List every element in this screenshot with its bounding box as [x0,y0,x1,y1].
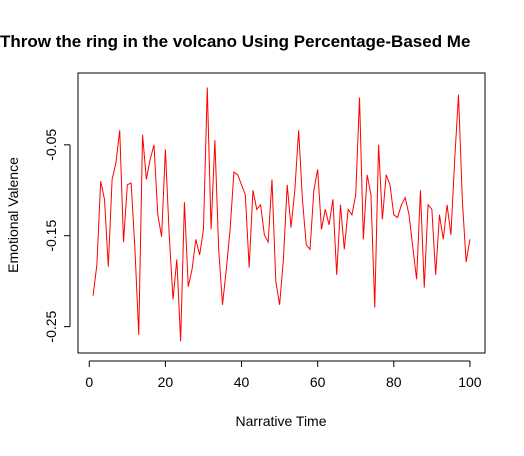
y-axis-label: Emotional Valence [5,157,21,273]
x-tick-label: 40 [234,374,250,390]
y-tick-label: -0.05 [43,129,59,161]
x-axis-label: Narrative Time [235,413,326,429]
x-tick-label: 20 [158,374,174,390]
x-tick-label: 100 [458,374,482,390]
data-line [92,87,471,342]
chart-title: Throw the ring in the volcano Using Perc… [0,32,470,51]
x-tick-label: 80 [386,374,402,390]
plot-frame [77,72,486,354]
y-tick-label: -0.15 [43,220,59,252]
y-tick-label: -0.25 [43,310,59,342]
x-tick-label: 60 [310,374,326,390]
x-tick-label: 0 [85,374,93,390]
